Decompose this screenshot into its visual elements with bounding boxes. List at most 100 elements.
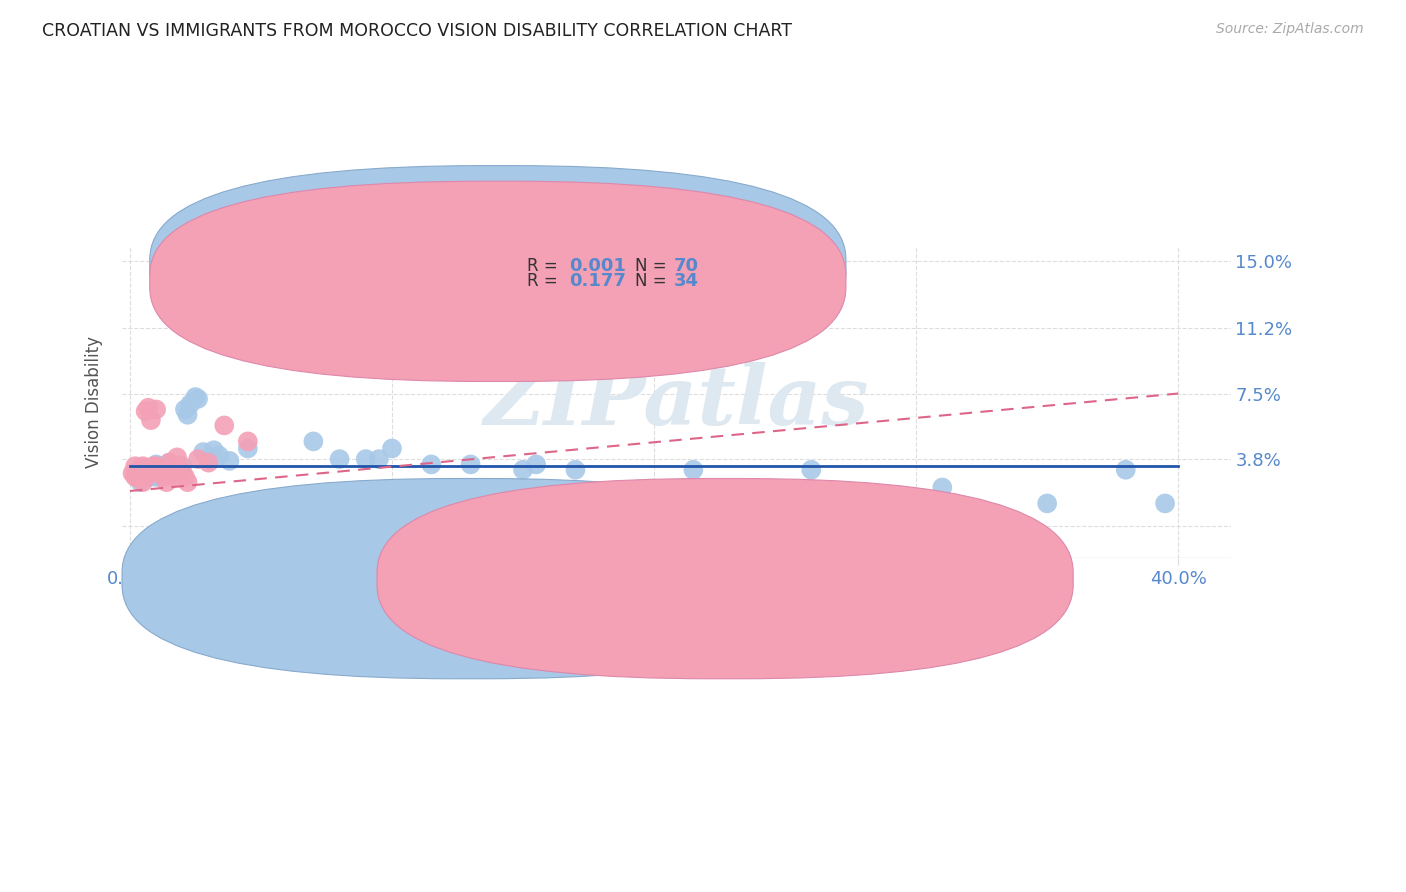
Point: [381, 442, 404, 456]
Point: [127, 467, 149, 481]
Point: [166, 459, 188, 474]
Point: [145, 402, 167, 417]
Point: [174, 402, 197, 417]
Point: [150, 467, 173, 481]
Point: [148, 463, 170, 477]
Point: [172, 467, 194, 481]
Text: 0.177: 0.177: [569, 272, 626, 291]
Point: [153, 470, 176, 484]
Point: [121, 467, 143, 481]
Point: [129, 461, 152, 475]
Point: [1115, 463, 1137, 477]
Point: [129, 475, 152, 490]
Point: [135, 470, 157, 484]
Point: [142, 467, 165, 481]
Text: N =: N =: [636, 257, 672, 275]
Text: Source: ZipAtlas.com: Source: ZipAtlas.com: [1216, 22, 1364, 37]
Point: [184, 390, 207, 404]
Point: [139, 467, 162, 481]
Point: [169, 459, 191, 474]
Point: [420, 458, 443, 472]
Point: [139, 413, 162, 427]
Point: [187, 452, 209, 467]
Point: [160, 458, 183, 472]
Point: [148, 459, 170, 474]
Point: [157, 461, 180, 475]
Point: [148, 470, 170, 484]
Point: [136, 401, 159, 415]
Point: [166, 450, 188, 465]
Text: CROATIAN VS IMMIGRANTS FROM MOROCCO VISION DISABILITY CORRELATION CHART: CROATIAN VS IMMIGRANTS FROM MOROCCO VISI…: [42, 22, 792, 40]
Point: [136, 463, 159, 477]
Point: [163, 465, 186, 479]
Point: [132, 475, 155, 490]
Point: [931, 480, 953, 494]
Point: [512, 463, 534, 477]
Text: R =: R =: [527, 272, 562, 291]
Point: [145, 465, 167, 479]
Point: [218, 454, 240, 468]
FancyBboxPatch shape: [465, 254, 748, 293]
Point: [129, 470, 152, 484]
Point: [132, 461, 155, 475]
Point: [129, 467, 152, 481]
Point: [160, 461, 183, 475]
Point: [367, 452, 389, 467]
Text: Croatians: Croatians: [495, 572, 574, 590]
Point: [169, 465, 191, 479]
Point: [160, 467, 183, 481]
Point: [135, 404, 157, 418]
Point: [127, 470, 149, 484]
Point: [193, 445, 215, 459]
Point: [139, 470, 162, 484]
Point: [329, 452, 352, 467]
Point: [460, 458, 482, 472]
FancyBboxPatch shape: [377, 478, 1073, 679]
Point: [132, 467, 155, 481]
Point: [564, 463, 586, 477]
Point: [197, 452, 219, 467]
Text: R =: R =: [527, 257, 562, 275]
Point: [1036, 496, 1059, 510]
Point: [302, 434, 325, 449]
Point: [202, 443, 225, 458]
Point: [163, 470, 186, 484]
Point: [354, 452, 377, 467]
Point: [127, 470, 149, 484]
Point: [1154, 496, 1177, 510]
Point: [155, 465, 177, 479]
Point: [176, 475, 198, 490]
Point: [145, 459, 167, 474]
Point: [124, 470, 146, 484]
Point: [208, 449, 231, 463]
Point: [145, 470, 167, 484]
Point: [169, 459, 191, 474]
Point: [124, 459, 146, 474]
Point: [212, 418, 235, 433]
Point: [176, 408, 198, 422]
Point: [617, 483, 640, 498]
Y-axis label: Vision Disability: Vision Disability: [86, 336, 103, 468]
Point: [174, 470, 197, 484]
Point: [136, 470, 159, 484]
Point: [197, 456, 219, 470]
Point: [236, 442, 259, 456]
Point: [153, 459, 176, 474]
Text: 34: 34: [673, 272, 699, 291]
Point: [124, 467, 146, 481]
Text: N =: N =: [636, 272, 672, 291]
Point: [187, 392, 209, 406]
Point: [145, 458, 167, 472]
Point: [179, 397, 201, 411]
Point: [157, 456, 180, 470]
Point: [139, 463, 162, 477]
Point: [682, 463, 704, 477]
FancyBboxPatch shape: [150, 181, 846, 382]
Point: [290, 349, 312, 363]
Point: [142, 461, 165, 475]
Point: [150, 461, 173, 475]
Point: [172, 459, 194, 474]
Point: [157, 456, 180, 470]
Point: [157, 467, 180, 481]
Point: [142, 459, 165, 474]
